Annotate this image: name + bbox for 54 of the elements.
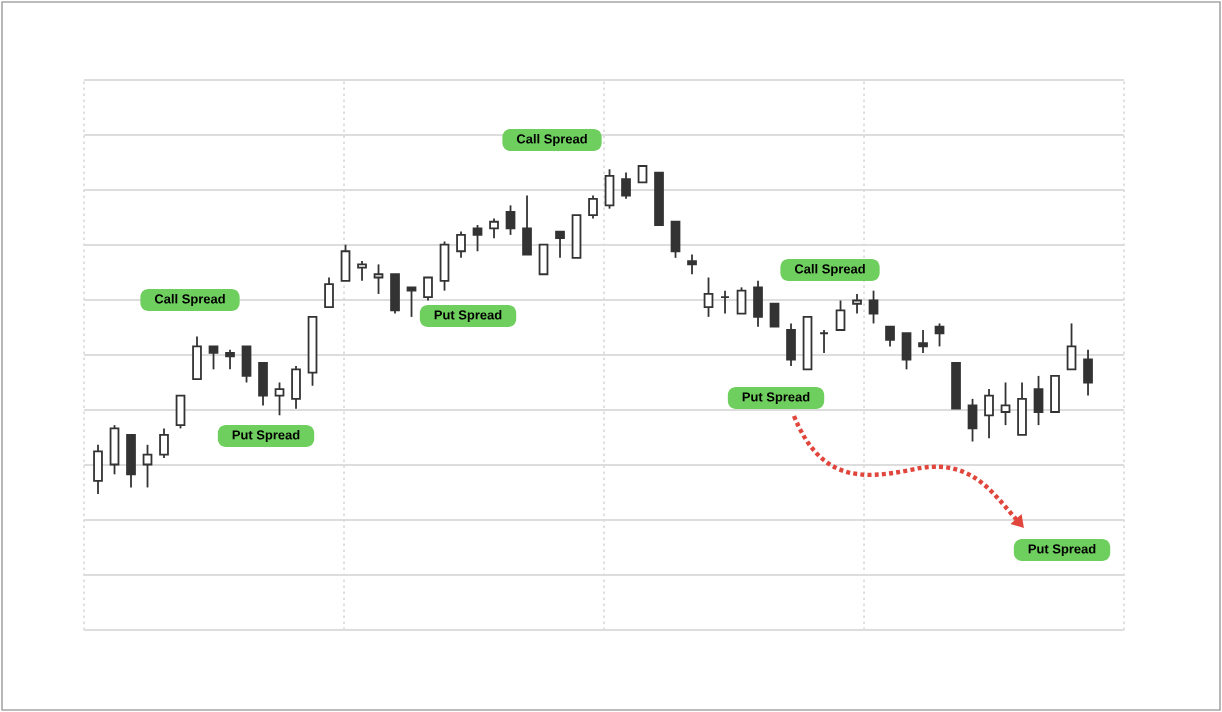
candlestick: [1083, 348, 1093, 397]
candlestick: [934, 322, 945, 348]
candlestick: [142, 443, 153, 489]
candlestick: [225, 348, 235, 371]
candlestick: [538, 243, 549, 276]
candlestick: [621, 171, 631, 200]
candlestick: [241, 345, 252, 384]
candlestick: [670, 220, 681, 259]
candlestick: [274, 381, 285, 417]
candlestick: [555, 230, 565, 259]
candlestick: [489, 217, 499, 240]
candlestick: [324, 276, 334, 308]
candlestick: [736, 286, 747, 315]
candlestick: [373, 263, 384, 295]
candlestick: [357, 260, 367, 282]
candlestick: [439, 240, 450, 292]
candlestick: [835, 299, 846, 331]
candlestick: [687, 253, 697, 276]
candlestick: [1033, 375, 1044, 427]
candlestick: [918, 329, 928, 354]
candlestick: [390, 273, 400, 315]
candlestick: [1050, 375, 1060, 413]
candlestick: [522, 194, 532, 256]
candlestick: [852, 293, 862, 315]
candlestick: [753, 279, 763, 328]
candlestick: [786, 322, 796, 367]
candlestick: [93, 443, 103, 495]
candlestick: [984, 388, 994, 440]
candlestick: [175, 394, 186, 430]
candlestick: [769, 302, 780, 328]
candlestick: [1066, 322, 1077, 371]
candlestick: [456, 230, 466, 259]
candlestick: [291, 365, 301, 410]
candlestick: [571, 214, 582, 259]
candlestick: [967, 397, 978, 443]
candlestick: [1000, 381, 1011, 427]
candlestick: [472, 224, 483, 253]
candlestick: [109, 424, 120, 476]
candlestick: [1017, 381, 1027, 436]
candlestick: [340, 243, 351, 282]
candlestick: [406, 286, 417, 318]
candlestick: [901, 332, 912, 371]
candlestick: [192, 335, 202, 381]
candlestick: [505, 204, 516, 236]
candlestick: [885, 325, 895, 348]
candlestick: [208, 345, 219, 371]
candlestick: [126, 434, 136, 489]
candlestick: [951, 361, 961, 410]
candlestick: [159, 427, 169, 459]
candlestick: [604, 168, 615, 210]
candlestick: [423, 276, 433, 302]
candlestick: [588, 194, 598, 220]
candlestick: [258, 361, 268, 407]
candlestick: [703, 276, 714, 318]
